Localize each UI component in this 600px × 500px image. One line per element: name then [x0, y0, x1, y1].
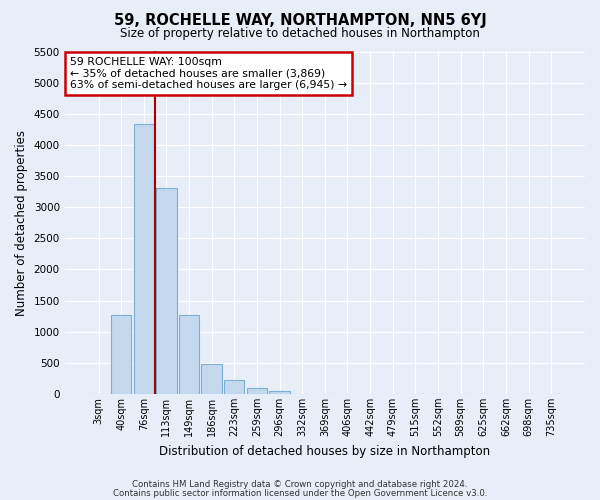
Bar [111, 315, 131, 394]
Text: Contains public sector information licensed under the Open Government Licence v3: Contains public sector information licen… [113, 489, 487, 498]
Text: 59, ROCHELLE WAY, NORTHAMPTON, NN5 6YJ: 59, ROCHELLE WAY, NORTHAMPTON, NN5 6YJ [113, 12, 487, 28]
Bar [134, 124, 154, 394]
Bar [156, 188, 176, 394]
Bar [224, 380, 244, 394]
Text: 59 ROCHELLE WAY: 100sqm
← 35% of detached houses are smaller (3,869)
63% of semi: 59 ROCHELLE WAY: 100sqm ← 35% of detache… [70, 56, 347, 90]
Y-axis label: Number of detached properties: Number of detached properties [15, 130, 28, 316]
Bar [179, 315, 199, 394]
Text: Size of property relative to detached houses in Northampton: Size of property relative to detached ho… [120, 28, 480, 40]
Bar [247, 388, 267, 394]
Text: Contains HM Land Registry data © Crown copyright and database right 2024.: Contains HM Land Registry data © Crown c… [132, 480, 468, 489]
X-axis label: Distribution of detached houses by size in Northampton: Distribution of detached houses by size … [159, 444, 490, 458]
Bar [269, 391, 290, 394]
Bar [202, 364, 222, 394]
